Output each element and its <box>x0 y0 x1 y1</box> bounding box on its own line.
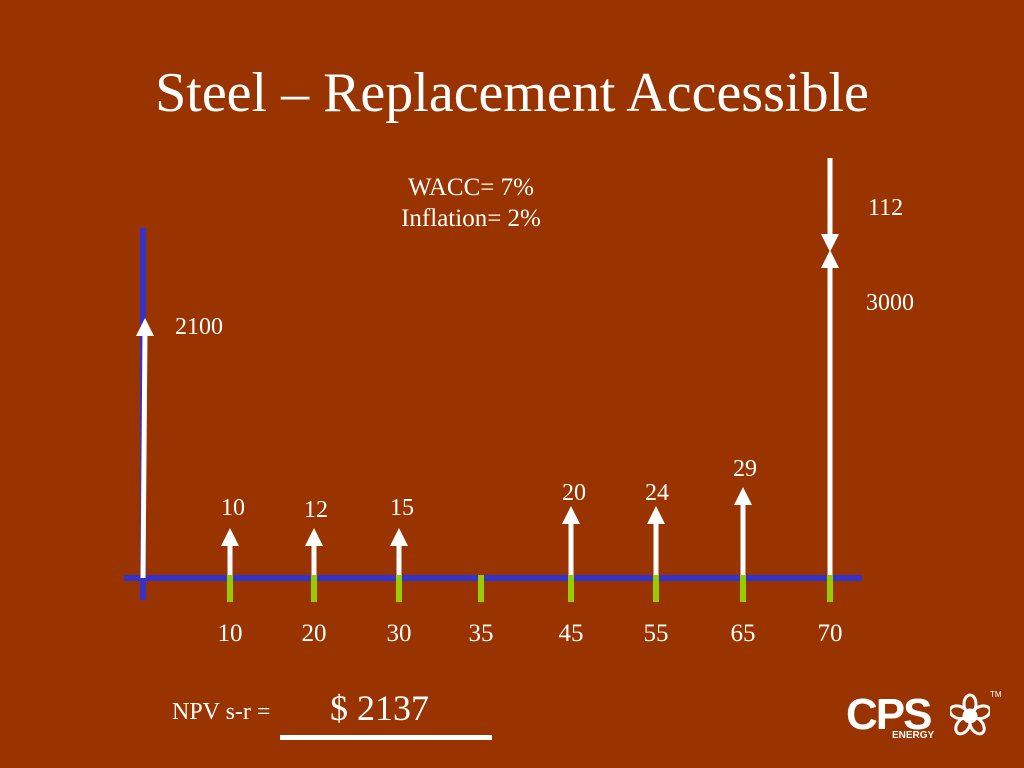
year-tick <box>568 575 574 602</box>
year-label: 70 <box>817 620 843 647</box>
year-label: 45 <box>558 620 584 647</box>
cash-flow-arrow <box>821 250 839 575</box>
logo-tm: TM <box>990 690 1002 699</box>
parameters: WACC= 7% Inflation= 2% <box>371 172 571 234</box>
npv-value: $ 2137 <box>330 688 429 728</box>
year-label: 65 <box>730 620 756 647</box>
cash-flow-arrow <box>647 506 665 575</box>
year-tick <box>396 575 402 602</box>
year-tick <box>227 575 233 602</box>
logo-subtext: ENERGY <box>892 730 935 741</box>
cash-flow-value: 29 <box>733 456 757 482</box>
wacc-label: WACC= 7% <box>408 174 534 201</box>
year-label: 10 <box>217 620 243 647</box>
end-salvage-arrow <box>821 158 839 252</box>
inflation-label: Inflation= 2% <box>401 205 541 232</box>
cash-flow-value: 10 <box>221 495 245 521</box>
logo-text: CPS <box>846 690 932 739</box>
cps-energy-logo: CPS ENERGY TM <box>846 690 1006 746</box>
year-tick <box>740 575 746 602</box>
cash-flow-arrow <box>390 528 408 575</box>
star-flower-icon <box>950 693 990 736</box>
slide-title: Steel – Replacement Accessible <box>155 62 869 124</box>
cash-flow-value: 3000 <box>866 290 914 316</box>
year-tick <box>478 575 484 602</box>
cash-flow-value: 20 <box>562 480 586 506</box>
cash-flow-arrow <box>221 528 239 575</box>
cash-flow-value: 24 <box>645 480 669 506</box>
year-label: 55 <box>643 620 669 647</box>
npv-label: NPV s-r = <box>172 699 271 725</box>
year-label: 35 <box>468 620 494 647</box>
year-label: 30 <box>386 620 412 647</box>
end-salvage-label: 112 <box>868 195 904 221</box>
year-label: 20 <box>301 620 327 647</box>
initial-cost-label: 2100 <box>175 314 223 340</box>
cash-flow-value: 15 <box>390 495 414 521</box>
initial-cost-arrow <box>136 318 154 579</box>
year-tick <box>827 575 833 602</box>
year-tick <box>311 575 317 602</box>
npv-underline <box>280 735 492 740</box>
cash-flow-arrow <box>562 506 580 575</box>
cash-flow-arrow <box>734 487 752 575</box>
cash-flow-value: 12 <box>304 497 328 523</box>
cash-flow-arrow <box>305 528 323 575</box>
year-tick <box>653 575 659 602</box>
